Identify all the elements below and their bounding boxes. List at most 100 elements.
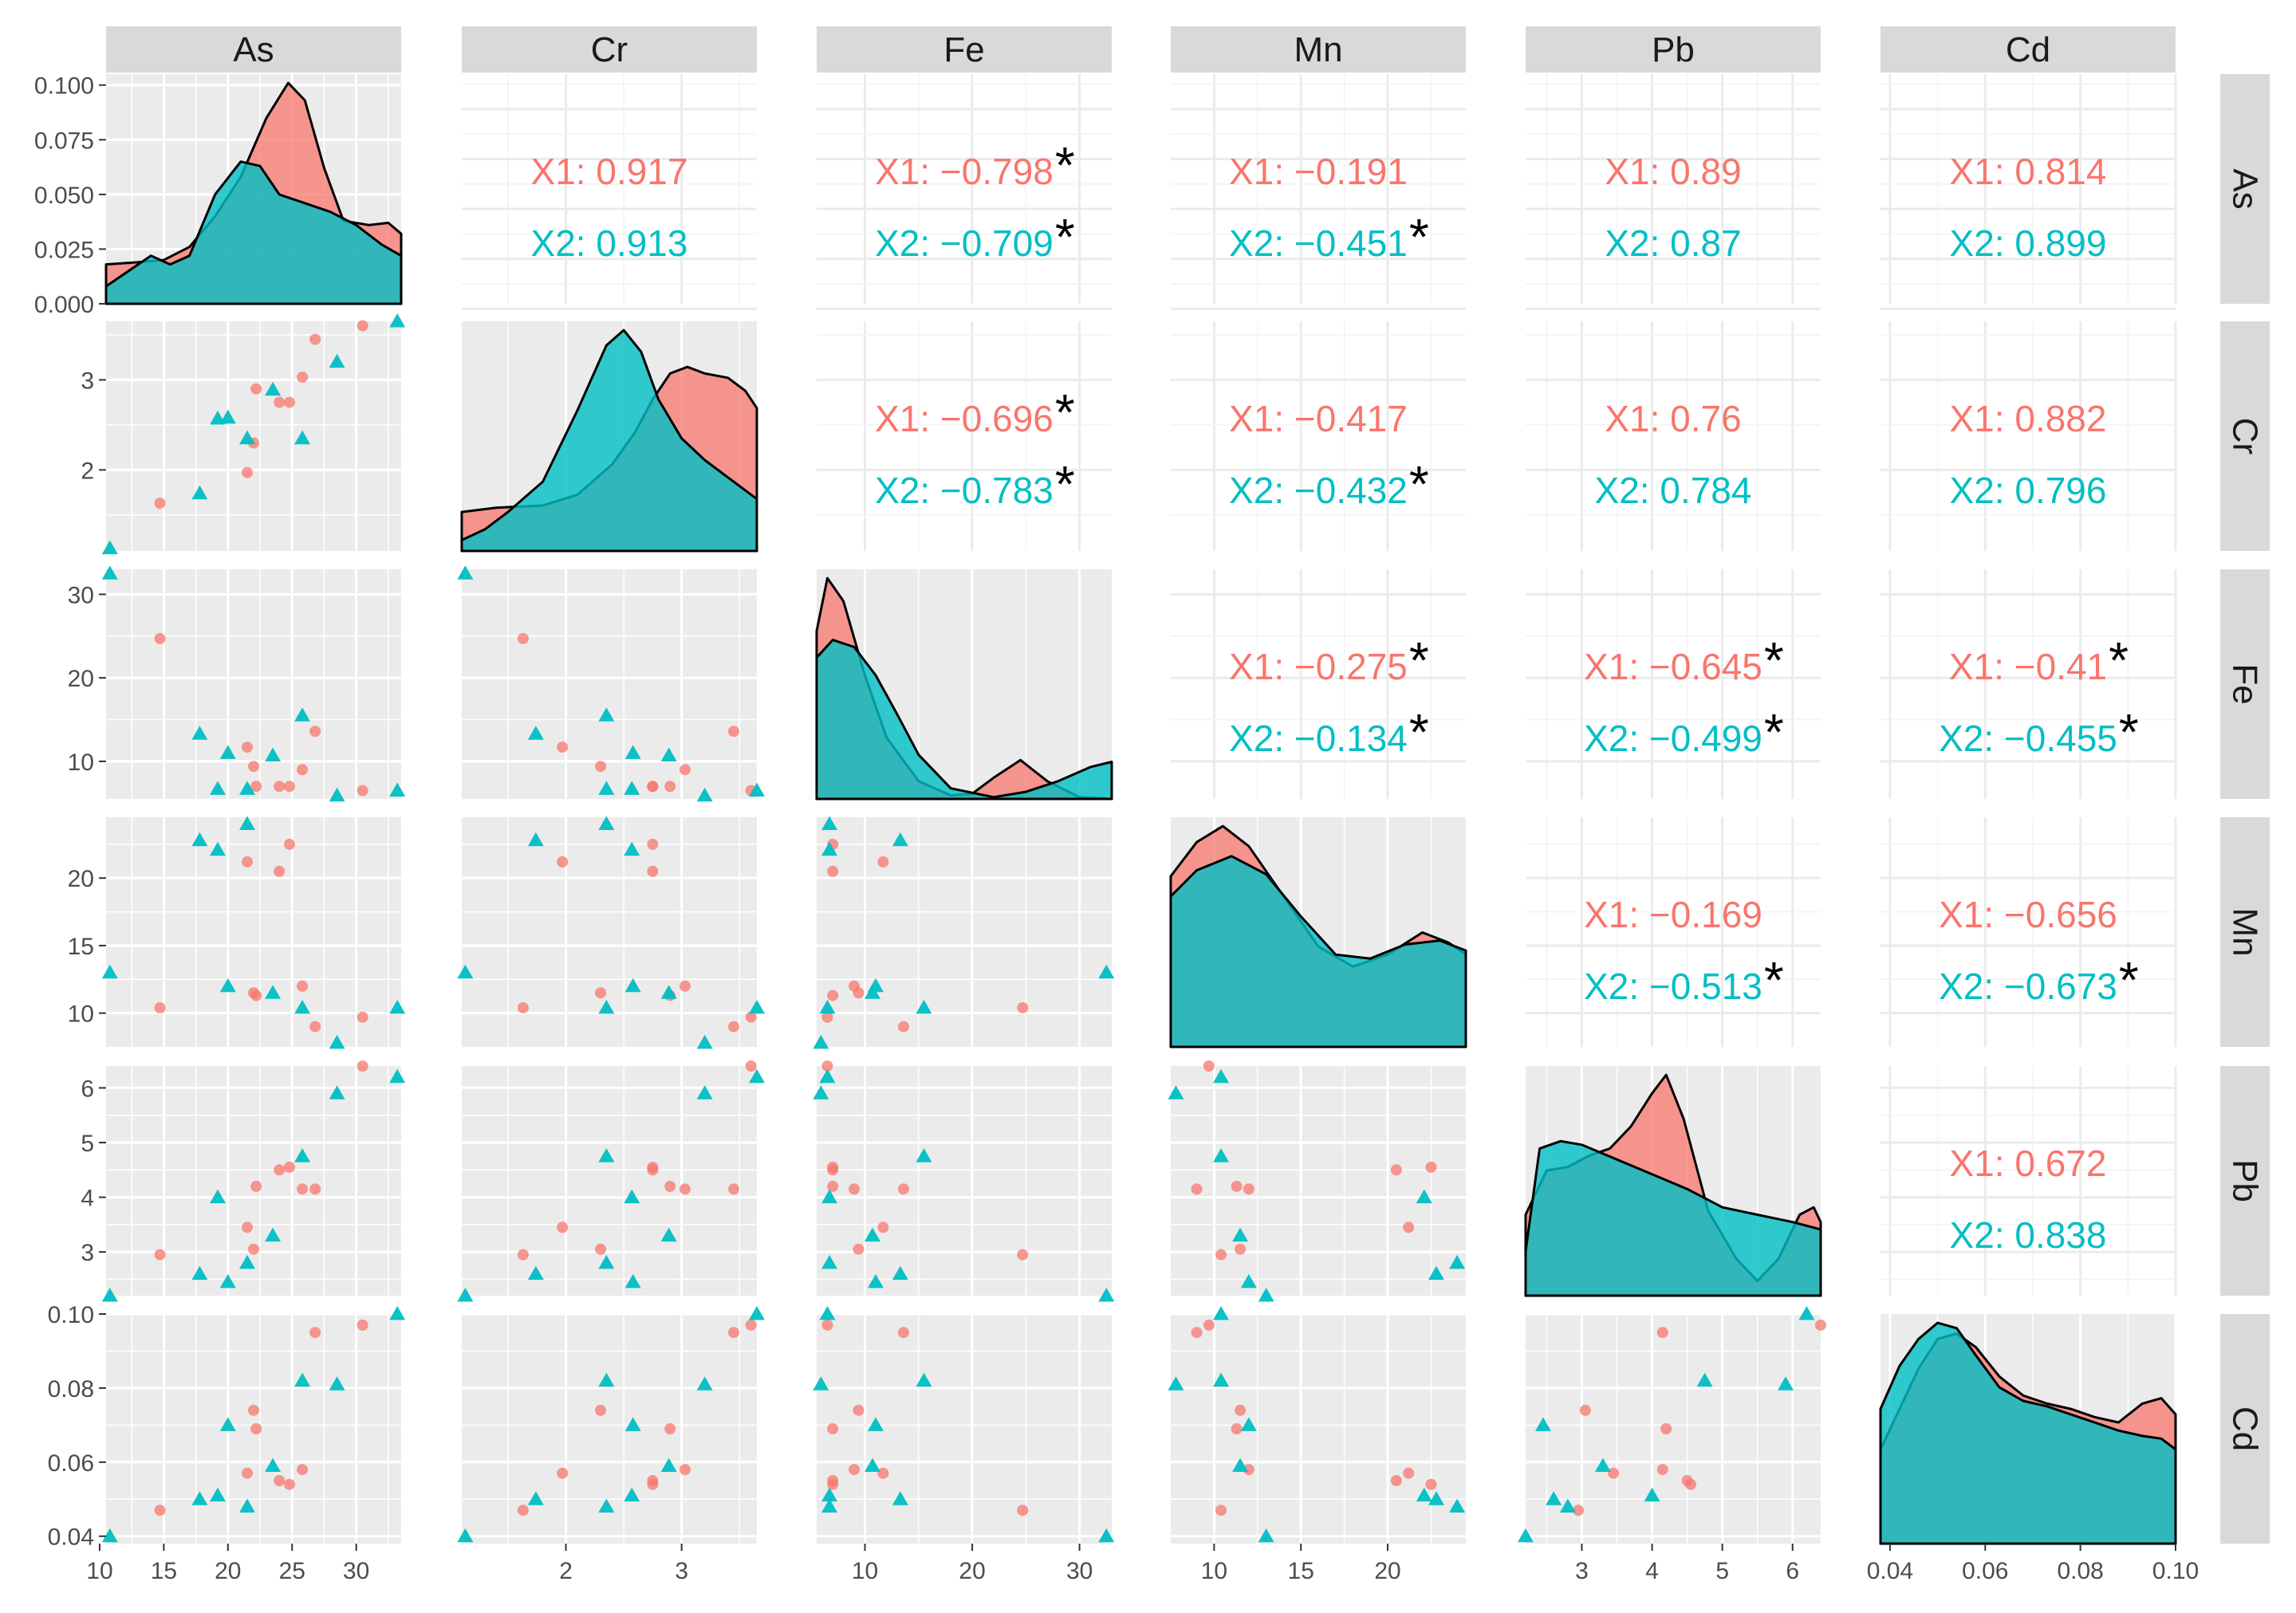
x-tick-label-Pb: 6 bbox=[1786, 1558, 1799, 1584]
point-X1-Fe-As-8 bbox=[356, 785, 368, 797]
point-X1-Cd-Pb-8 bbox=[1815, 1319, 1826, 1331]
x-tick-label-Mn: 10 bbox=[1201, 1558, 1227, 1584]
strip-top-label-Cr: Cr bbox=[591, 30, 628, 69]
y-tick-label-Fe: 20 bbox=[68, 666, 94, 692]
corr-x2-As-Pb: X2: 0.87 bbox=[1605, 222, 1741, 264]
significance-star: * bbox=[1764, 703, 1784, 761]
point-X2-Pb-As-3 bbox=[219, 1273, 236, 1288]
density-Fe-X2 bbox=[815, 639, 1113, 801]
x-tick-label-Mn: 15 bbox=[1288, 1558, 1314, 1584]
point-X1-Cr-As-7 bbox=[309, 333, 321, 345]
point-X2-Mn-As-7 bbox=[329, 1034, 345, 1049]
point-X2-Cd-Pb-0 bbox=[1518, 1528, 1534, 1543]
point-X1-Cr-As-0 bbox=[154, 498, 166, 509]
point-X2-Cd-As-3 bbox=[219, 1417, 236, 1431]
strip-right-label-Fe: Fe bbox=[2226, 663, 2265, 704]
point-X2-Cd-Pb-3 bbox=[1535, 1417, 1551, 1431]
density-As-X2 bbox=[104, 160, 403, 305]
corr-x2-Cr-Fe: X2: −0.783 bbox=[875, 470, 1053, 511]
point-X2-Fe-Cr-0 bbox=[457, 565, 474, 580]
point-X2-Cd-Mn-3 bbox=[1240, 1417, 1257, 1431]
point-X1-Cd-Fe-3 bbox=[827, 1423, 839, 1434]
point-X2-Pb-Fe-3 bbox=[868, 1273, 884, 1288]
strip-right-Cd bbox=[2220, 1314, 2270, 1544]
point-X2-Pb-As-7 bbox=[329, 1085, 345, 1100]
point-X1-Fe-Cr-2 bbox=[595, 761, 607, 773]
point-X1-Fe-Cr-0 bbox=[517, 632, 529, 644]
point-X1-Cr-As-6 bbox=[297, 372, 309, 383]
y-tick-label-Cd: 0.08 bbox=[48, 1376, 94, 1403]
point-X2-Mn-Fe-2 bbox=[821, 841, 838, 856]
point-X1-Cd-As-6 bbox=[297, 1464, 309, 1476]
point-X2-Fe-Cr-4 bbox=[598, 781, 615, 795]
x-tick-label-Fe: 10 bbox=[852, 1558, 878, 1584]
point-X2-Mn-As-4 bbox=[239, 816, 255, 830]
point-X1-Pb-Mn-1 bbox=[1403, 1222, 1415, 1233]
point-X1-Pb-Mn-5 bbox=[1425, 1161, 1437, 1173]
x-tick-label-Cd: 0.06 bbox=[1962, 1558, 2008, 1584]
point-X1-Fe-Cr-5 bbox=[647, 781, 659, 793]
x-tick-label-As: 25 bbox=[279, 1558, 305, 1584]
point-X1-Cd-Cr-8 bbox=[745, 1319, 757, 1331]
point-X1-Pb-Mn-6 bbox=[1243, 1183, 1254, 1195]
significance-star: * bbox=[2119, 951, 2139, 1009]
point-X1-Pb-Cr-5 bbox=[647, 1161, 659, 1173]
point-X1-Cd-Cr-7 bbox=[728, 1327, 739, 1339]
point-X2-Mn-As-5 bbox=[265, 985, 282, 999]
y-tick-label-Pb: 5 bbox=[81, 1131, 94, 1157]
panel-As-Cr bbox=[462, 74, 757, 304]
point-X1-Fe-Cr-6 bbox=[679, 764, 691, 776]
point-X1-Cd-Pb-2 bbox=[1579, 1404, 1591, 1416]
point-X1-Mn-Fe-6 bbox=[849, 980, 861, 992]
panel-As-Cd bbox=[1881, 74, 2176, 304]
point-X1-Cd-Cr-3 bbox=[664, 1423, 676, 1434]
point-X1-Cd-Mn-3 bbox=[1231, 1423, 1243, 1434]
point-X1-Cd-Pb-3 bbox=[1660, 1423, 1672, 1434]
point-X2-Mn-As-2 bbox=[210, 841, 226, 856]
point-X2-Cd-Cr-1 bbox=[527, 1491, 544, 1505]
significance-star: * bbox=[1055, 455, 1075, 513]
y-tick-label-Mn: 20 bbox=[68, 866, 94, 892]
point-X2-Fe-Cr-6 bbox=[598, 707, 615, 722]
point-X2-Pb-Fe-1 bbox=[892, 1265, 908, 1281]
point-X1-Pb-As-0 bbox=[154, 1249, 166, 1261]
point-X1-Cd-Pb-1 bbox=[1608, 1467, 1620, 1479]
significance-star: * bbox=[1409, 455, 1429, 513]
point-X1-Cr-As-1 bbox=[242, 466, 253, 478]
point-X2-Mn-Cr-6 bbox=[598, 999, 615, 1014]
strip-top-Cr bbox=[462, 26, 757, 73]
point-X1-Cd-As-0 bbox=[154, 1505, 166, 1517]
point-X2-Fe-As-7 bbox=[329, 787, 345, 802]
point-X1-Cd-Cr-0 bbox=[517, 1505, 529, 1517]
point-X2-Cd-Pb-8 bbox=[1798, 1306, 1815, 1320]
strip-top-label-Pb: Pb bbox=[1652, 30, 1695, 69]
point-X2-Cr-As-4 bbox=[239, 430, 255, 445]
point-X2-Mn-Fe-1 bbox=[892, 832, 908, 847]
density-Pb-X2 bbox=[1524, 1139, 1822, 1297]
point-X1-Cd-Fe-0 bbox=[1017, 1505, 1029, 1517]
point-X1-Pb-Cr-7 bbox=[728, 1183, 739, 1195]
point-X2-Pb-Cr-0 bbox=[457, 1288, 474, 1302]
significance-star: * bbox=[1055, 208, 1075, 266]
point-X1-Cd-Fe-2 bbox=[853, 1404, 864, 1416]
corr-x1-Pb-Cd: X1: 0.672 bbox=[1950, 1143, 2107, 1184]
corr-x2-As-Cd: X2: 0.899 bbox=[1950, 222, 2107, 264]
x-tick-label-Cr: 2 bbox=[559, 1558, 573, 1584]
strip-top-label-As: As bbox=[233, 30, 274, 69]
point-X1-Pb-Mn-2 bbox=[1235, 1243, 1246, 1255]
point-X1-Cd-Fe-5 bbox=[827, 1478, 839, 1490]
point-X2-Pb-Cr-4 bbox=[598, 1254, 615, 1269]
strip-top-Mn bbox=[1171, 26, 1466, 73]
strip-right-label-Cd: Cd bbox=[2226, 1406, 2265, 1451]
point-X2-Pb-Mn-7 bbox=[1168, 1085, 1184, 1100]
point-X2-Cd-As-4 bbox=[239, 1498, 255, 1513]
corr-x1-Cr-Pb: X1: 0.76 bbox=[1605, 398, 1741, 439]
point-X1-Cr-As-8 bbox=[356, 320, 368, 332]
strip-top-Cd bbox=[1881, 26, 2176, 73]
point-X2-Cd-Mn-6 bbox=[1213, 1372, 1230, 1387]
y-tick-label-Mn: 10 bbox=[68, 1001, 94, 1028]
corr-x2-As-Fe: X2: −0.709 bbox=[875, 222, 1053, 264]
point-X1-Fe-Cr-1 bbox=[557, 742, 569, 753]
point-X2-Pb-Fe-7 bbox=[813, 1085, 829, 1100]
point-X2-Cd-Mn-8 bbox=[1213, 1306, 1230, 1320]
